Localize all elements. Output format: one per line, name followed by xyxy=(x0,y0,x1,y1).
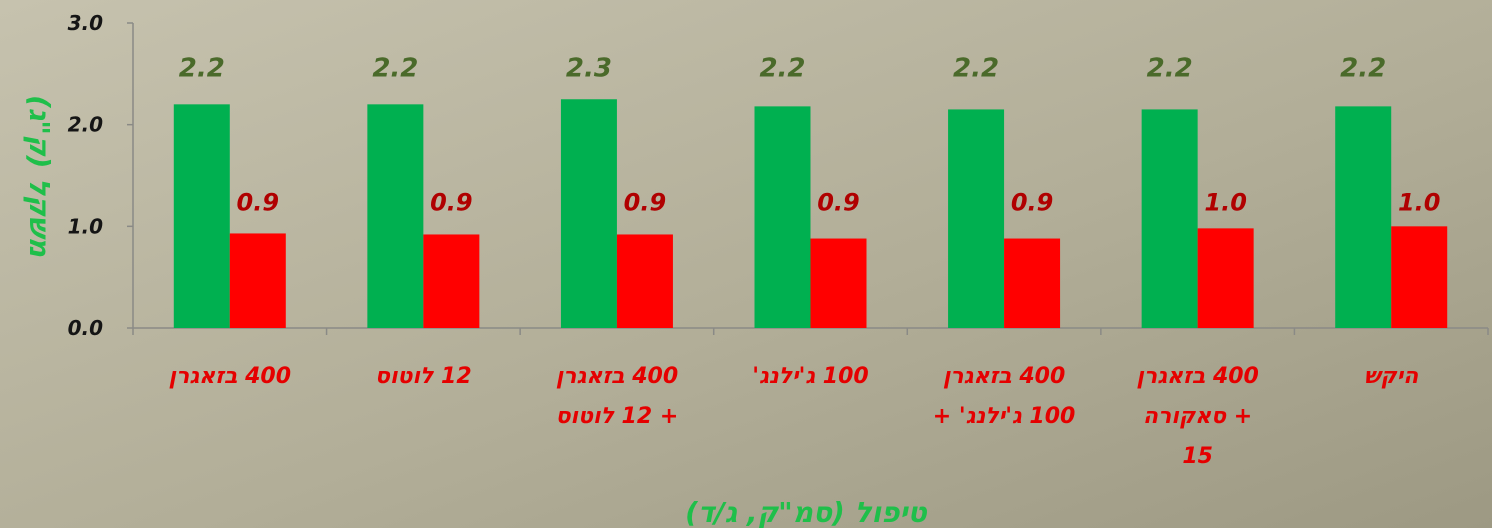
data-label: 0.9 xyxy=(817,188,860,216)
bar xyxy=(173,104,230,328)
x-tick-label: 12 לוטוס xyxy=(375,364,472,389)
x-tick-label: + 12 לוטוס xyxy=(556,404,679,429)
data-label: 0.9 xyxy=(237,188,280,216)
data-label: 1.0 xyxy=(1398,188,1441,216)
data-label: 2.2 xyxy=(759,53,805,83)
y-tick-label: 0.0 xyxy=(68,316,104,340)
bar xyxy=(1004,238,1061,328)
x-tick-label: 100 ג'ילנג' + xyxy=(933,404,1076,429)
x-tick-label: היקש xyxy=(1364,364,1418,389)
bar xyxy=(1335,106,1392,328)
y-tick-label: 3.0 xyxy=(68,11,104,35)
tick-labels: 0.0 1.0 2.0 3.0 400 בזאגרן 12 לוטוס 400 בזאגרן… xyxy=(68,11,1419,469)
data-label: 2.2 xyxy=(953,53,999,83)
y-axis-title: משקל (ק"ג) xyxy=(23,95,56,258)
x-tick-label: + סאקורה xyxy=(1143,404,1252,429)
data-label: 0.9 xyxy=(624,188,667,216)
data-label: 0.9 xyxy=(1011,188,1054,216)
bar xyxy=(423,234,480,328)
bar xyxy=(229,233,286,328)
y-tick-label: 1.0 xyxy=(68,214,104,238)
x-tick-label: 100 ג'ילנג' xyxy=(752,364,868,389)
x-tick-label: 400 בזאגרן xyxy=(943,364,1065,389)
x-tick-label: 400 בזאגרן xyxy=(556,364,678,389)
x-tick-label: 15 xyxy=(1182,444,1213,469)
data-label: 2.2 xyxy=(372,53,418,83)
bar xyxy=(948,109,1005,329)
bar xyxy=(1391,226,1448,328)
bar xyxy=(754,106,811,328)
x-tick-label: 400 בזאגרן xyxy=(1136,364,1258,389)
data-label: 2.2 xyxy=(1340,53,1386,83)
bar xyxy=(810,238,867,328)
x-axis-title: טיפול (סמ"ק, ג/ד) xyxy=(685,496,928,528)
bar xyxy=(1197,228,1254,328)
bar xyxy=(616,234,673,328)
data-labels: 2.2 0.9 2.2 0.9 2.3 0.9 2.2 0.9 2.2 0.9 2.2 1.0 2.2 1… xyxy=(179,53,1441,216)
bar xyxy=(1141,109,1198,329)
data-label: 1.0 xyxy=(1204,188,1247,216)
data-label: 2.3 xyxy=(566,53,612,83)
y-tick-label: 2.0 xyxy=(68,113,104,137)
bars xyxy=(173,99,1448,329)
x-tick-label: 400 בזאגרן xyxy=(169,364,291,389)
data-label: 2.2 xyxy=(179,53,225,83)
data-label: 0.9 xyxy=(430,188,473,216)
data-label: 2.2 xyxy=(1147,53,1193,83)
bar xyxy=(367,104,424,328)
bar xyxy=(560,99,617,328)
